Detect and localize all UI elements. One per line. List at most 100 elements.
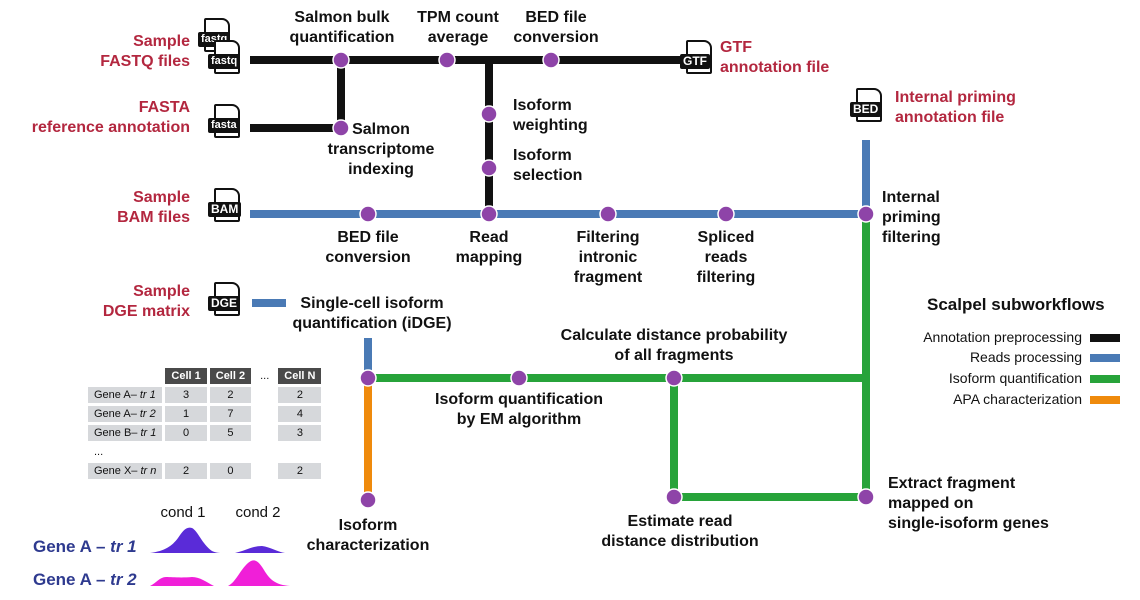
matrix-cell: 0 — [209, 463, 252, 479]
workflow-node — [359, 205, 377, 223]
workflow-node — [665, 369, 683, 387]
bam-file-icon: BAM — [208, 188, 242, 222]
coverage-tr2-cond2-peak — [228, 560, 290, 586]
coverage-cond2-label: cond 2 — [235, 504, 281, 521]
workflow-node — [332, 119, 350, 137]
matrix-cell: 0 — [165, 425, 207, 441]
fasta-file-icon: fasta — [208, 104, 242, 138]
step-isoform-weighting: Isoform weighting — [513, 97, 588, 134]
matrix-transcript: tr 1 — [140, 427, 157, 439]
step-tpm-count-average: TPM count average — [417, 9, 499, 46]
workflow-node — [599, 205, 617, 223]
table-row: ... — [88, 444, 321, 460]
matrix-cell — [210, 444, 251, 460]
matrix-col-header: Cell 2 — [209, 368, 252, 384]
workflow-node — [359, 369, 377, 387]
matrix-col-header: ... — [260, 370, 270, 382]
step-bed-file-conversion-bam: BED file conversion — [325, 229, 411, 266]
matrix-transcript: tr 1 — [139, 389, 156, 401]
workflow-node — [510, 369, 528, 387]
legend-label-reads: Reads processing — [969, 349, 1082, 365]
matrix-col-header: Cell N — [278, 368, 322, 384]
workflow-node — [717, 205, 735, 223]
input-bam-label: Sample BAM files — [117, 189, 190, 226]
matrix-gene: Gene A– — [94, 389, 140, 401]
coverage-tr1-name: tr 1 — [110, 537, 137, 556]
coverage-tr2-cond1-peak — [150, 577, 214, 586]
matrix-cell — [254, 425, 275, 441]
workflow-node — [359, 491, 377, 509]
matrix-gene: ... — [94, 446, 104, 458]
step-isoform-quantification-em: Isoform quantification by EM algorithm — [435, 391, 603, 428]
matrix-cell: 3 — [165, 387, 207, 403]
matrix-gene: Gene A– — [94, 408, 140, 420]
legend-title: Scalpel subworkflows — [927, 295, 1105, 314]
coverage-tr1-label: Gene A – tr 1 — [33, 537, 137, 557]
step-isoform-selection: Isoform selection — [513, 147, 583, 184]
workflow-node — [857, 488, 875, 506]
coverage-tr2-name: tr 2 — [110, 570, 137, 589]
coverage-tr2-gene: Gene A — [33, 570, 92, 589]
gtf-file-icon: GTF — [680, 40, 714, 74]
matrix-cell — [254, 463, 275, 479]
matrix-cell: 1 — [165, 406, 207, 422]
fastq-file-icon: fastq — [208, 40, 242, 74]
workflow-node — [480, 159, 498, 177]
legend-swatch-reads — [1090, 354, 1120, 362]
coverage-tr1-cond1-peak — [150, 527, 222, 553]
matrix-gene: Gene X– — [94, 465, 141, 477]
matrix-cell — [254, 444, 275, 460]
legend-label-annotation: Annotation preprocessing — [923, 329, 1082, 345]
step-salmon-transcriptome-indexing: Salmon transcriptome indexing — [327, 121, 435, 178]
matrix-row-header: Gene A– tr 1 — [88, 387, 163, 403]
matrix-cell: 7 — [209, 406, 252, 422]
step-calculate-distance-probability: Calculate distance probability of all fr… — [560, 327, 788, 364]
matrix-cell — [278, 444, 321, 460]
matrix-cell — [254, 387, 275, 403]
dge-file-icon: DGE — [208, 282, 242, 316]
matrix-cell: 2 — [278, 387, 322, 403]
step-isoform-characterization: Isoform characterization — [306, 517, 430, 554]
step-estimate-read-distance-distribution: Estimate read distance distribution — [601, 513, 759, 550]
workflow-node — [438, 51, 456, 69]
coverage-tr1-gene: Gene A — [33, 537, 92, 556]
matrix-cell — [254, 406, 275, 422]
matrix-cell: 2 — [165, 463, 207, 479]
isoform-estimate-line — [670, 378, 866, 501]
step-salmon-bulk-quantification: Salmon bulk quantification — [289, 9, 395, 46]
matrix-cell: 2 — [278, 463, 322, 479]
matrix-row-header: Gene X– tr n — [88, 463, 163, 479]
step-extract-fragment: Extract fragment mapped on single-isofor… — [888, 475, 1049, 532]
step-bed-file-conversion-top: BED file conversion — [513, 9, 599, 46]
legend-swatch-annotation — [1090, 334, 1120, 342]
legend-swatch-isoform — [1090, 375, 1120, 383]
workflow-node — [857, 205, 875, 223]
matrix-cell: 3 — [278, 425, 322, 441]
step-internal-priming-filtering: Internal priming filtering — [882, 189, 941, 246]
step-spliced-reads-filtering: Spliced reads filtering — [696, 229, 756, 286]
step-single-cell-isoform-quantification: Single-cell isoform quantification (iDGE… — [292, 295, 452, 332]
matrix-transcript: tr n — [140, 465, 157, 477]
legend-swatch-apa — [1090, 396, 1120, 404]
coverage-tr1-cond2-peak — [235, 546, 285, 553]
matrix-cell — [165, 444, 206, 460]
input-fastq-label: Sample FASTQ files — [100, 33, 190, 70]
matrix-row-header: Gene A– tr 2 — [88, 406, 163, 422]
coverage-tr2-sep: – — [91, 570, 111, 589]
matrix-cell: 4 — [278, 406, 322, 422]
coverage-tr1-sep: – — [91, 537, 111, 556]
coverage-tr2-label: Gene A – tr 2 — [33, 570, 137, 590]
workflow-node — [480, 205, 498, 223]
workflow-node — [542, 51, 560, 69]
input-gtf-label: GTF annotation file — [720, 39, 830, 76]
matrix-header-row: Cell 1 Cell 2 ... Cell N — [88, 368, 322, 384]
workflow-node — [480, 105, 498, 123]
step-read-mapping: Read mapping — [455, 229, 523, 266]
